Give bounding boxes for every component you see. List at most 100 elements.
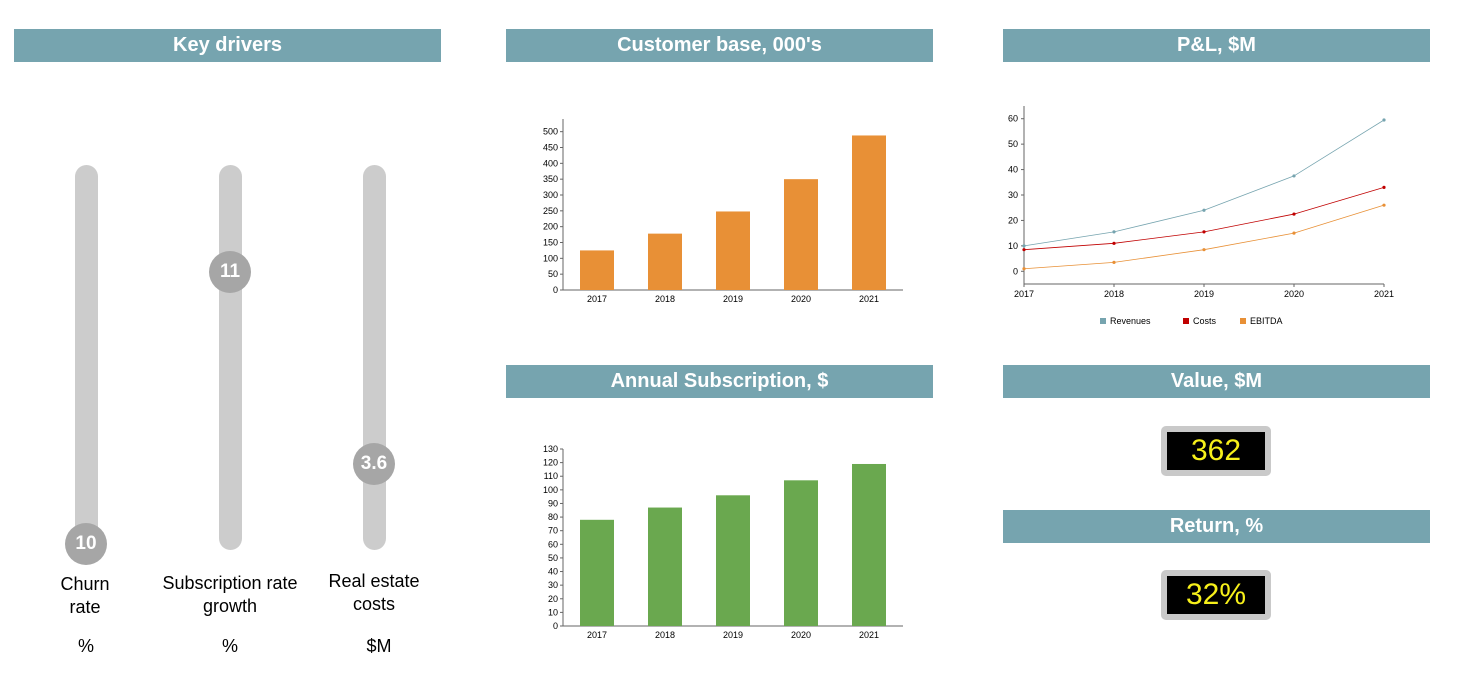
slider-knob[interactable]: 11 [209, 251, 251, 293]
bar [716, 495, 750, 626]
pnl-header: P&L, $M [1003, 29, 1430, 62]
y-tick-label: 100 [543, 485, 558, 495]
bar [580, 250, 614, 290]
y-tick-label: 130 [543, 444, 558, 454]
value-number: 362 [1167, 432, 1265, 470]
data-point [1382, 118, 1386, 122]
y-tick-label: 40 [548, 567, 558, 577]
slider-track[interactable] [219, 165, 242, 550]
data-point [1202, 208, 1206, 212]
slider-knob[interactable]: 3.6 [353, 443, 395, 485]
return-header: Return, % [1003, 510, 1430, 543]
data-point [1202, 248, 1206, 252]
label-line: rate [69, 597, 101, 617]
x-tick-label: 2019 [723, 630, 743, 640]
slider-unit: % [221, 636, 238, 656]
bar [784, 480, 818, 626]
y-tick-label: 40 [1008, 165, 1018, 175]
bar [784, 179, 818, 290]
data-point [1292, 212, 1296, 216]
legend-swatch [1100, 318, 1106, 324]
x-tick-label: 2017 [587, 630, 607, 640]
slider-track[interactable] [75, 165, 98, 550]
data-point [1112, 230, 1116, 234]
bar [852, 463, 886, 626]
series-line [1023, 204, 1385, 270]
y-tick-label: 90 [548, 498, 558, 508]
y-tick-label: 10 [548, 607, 558, 617]
legend-label: Revenues [1110, 316, 1151, 326]
pnl-chart: 0 10 20 30 40 50 60 2017 2018 2019 2020 2021 Revenue… [1008, 106, 1394, 326]
label-line: Real estate [328, 571, 420, 591]
x-tick-label: 2021 [1374, 289, 1394, 299]
y-tick-label: 20 [548, 594, 558, 604]
y-tick-label: 0 [553, 285, 558, 295]
series-line [1023, 119, 1385, 247]
slider-knob[interactable]: 10 [65, 523, 107, 565]
data-point [1202, 230, 1206, 234]
y-tick-label: 80 [548, 512, 558, 522]
series-line [1023, 186, 1385, 251]
data-point [1292, 174, 1296, 178]
y-tick-label: 450 [543, 143, 558, 153]
x-tick-label: 2018 [655, 630, 675, 640]
y-tick-label: 400 [543, 158, 558, 168]
data-point [1292, 231, 1296, 235]
y-tick-label: 350 [543, 174, 558, 184]
data-point [1022, 244, 1026, 248]
x-tick-label: 2021 [859, 630, 879, 640]
legend-label: Costs [1193, 316, 1217, 326]
slider-unit: % [77, 636, 94, 656]
slider-label: Real estate costs [304, 570, 444, 616]
data-point [1112, 241, 1116, 245]
data-point [1382, 185, 1386, 189]
data-point [1022, 248, 1026, 252]
y-tick-label: 0 [553, 621, 558, 631]
y-tick-label: 300 [543, 190, 558, 200]
y-tick-label: 200 [543, 222, 558, 232]
y-tick-label: 500 [543, 127, 558, 137]
annual-subscription-chart: 0 10 20 30 40 50 60 70 80 90 100 110 120 130 2017 2018 2… [543, 444, 903, 640]
data-point [1022, 267, 1026, 271]
bar [648, 507, 682, 626]
legend-swatch [1183, 318, 1189, 324]
slider-label: Churn rate [15, 573, 155, 619]
y-tick-label: 110 [544, 471, 558, 481]
y-tick-label: 250 [543, 206, 558, 216]
x-tick-label: 2019 [723, 294, 743, 304]
x-tick-label: 2020 [791, 630, 811, 640]
y-tick-label: 10 [1008, 241, 1018, 251]
data-point [1112, 260, 1116, 264]
label-line: growth [202, 596, 258, 616]
return-number: 32% [1167, 576, 1265, 614]
x-tick-label: 2020 [791, 294, 811, 304]
annual-subscription-header: Annual Subscription, $ [506, 365, 933, 398]
y-tick-label: 50 [548, 553, 558, 563]
slider-unit: $M [366, 636, 392, 656]
y-tick-label: 30 [548, 580, 558, 590]
y-tick-label: 0 [1013, 266, 1018, 276]
x-tick-label: 2018 [1104, 289, 1124, 299]
x-tick-label: 2017 [587, 294, 607, 304]
y-tick-label: 20 [1008, 215, 1018, 225]
legend-swatch [1240, 318, 1246, 324]
y-tick-label: 50 [1008, 139, 1018, 149]
y-tick-label: 60 [548, 539, 558, 549]
bar [648, 233, 682, 290]
y-tick-label: 120 [543, 458, 558, 468]
slider-track[interactable] [363, 165, 386, 550]
legend-label: EBITDA [1250, 316, 1283, 326]
y-tick-label: 60 [1008, 114, 1018, 124]
y-tick-label: 100 [543, 253, 558, 263]
slider-label: Subscription rate growth [150, 572, 310, 618]
key-drivers-header: Key drivers [14, 29, 441, 62]
x-tick-label: 2018 [655, 294, 675, 304]
bar [852, 135, 886, 290]
return-display: 32% [1161, 570, 1271, 620]
customer-base-header: Customer base, 000's [506, 29, 933, 62]
x-tick-label: 2020 [1284, 289, 1304, 299]
data-point [1382, 203, 1386, 207]
y-tick-label: 50 [548, 269, 558, 279]
label-line: costs [352, 594, 395, 614]
label-line: Subscription rate [162, 573, 298, 593]
